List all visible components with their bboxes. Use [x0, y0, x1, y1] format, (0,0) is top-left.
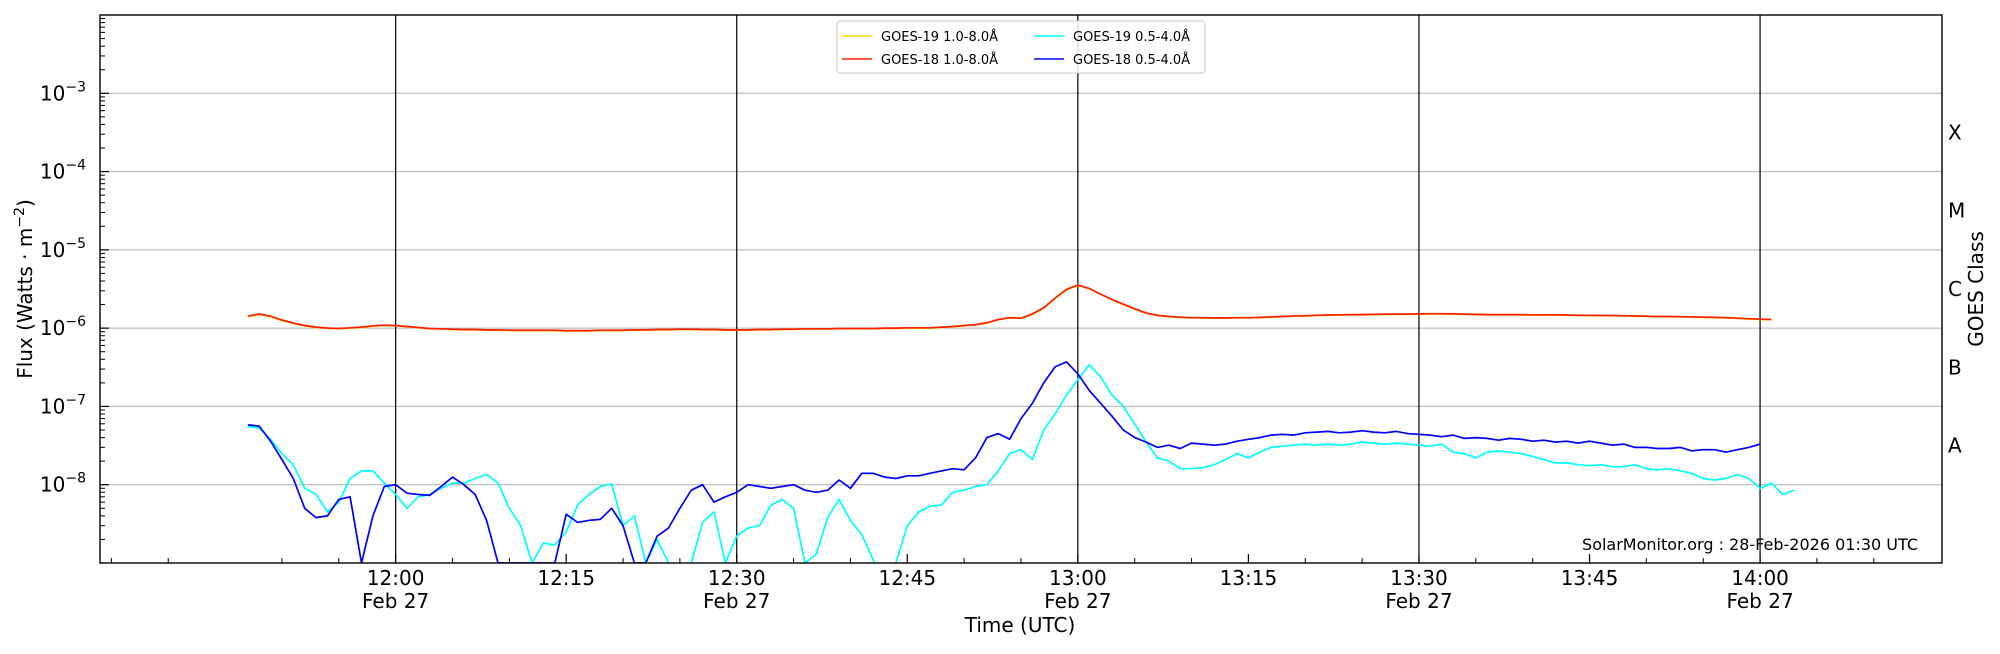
x-axis-title: Time (UTC)	[964, 613, 1076, 637]
series-line-goes19-short	[247, 363, 1795, 563]
legend-label-goes19-long: GOES-19 1.0-8.0Å	[881, 29, 998, 45]
y-tick-label: 10−7	[40, 392, 86, 418]
series-line-goes18-long	[247, 284, 1772, 332]
legend-box	[836, 20, 1206, 74]
x-tick-label: 13:15	[1220, 566, 1278, 590]
grid-layer	[100, 15, 1942, 563]
legend-label-goes19-short: GOES-19 0.5-4.0Å	[1073, 29, 1190, 45]
x-tick-label: 13:00	[1049, 566, 1107, 590]
y-tick-label: 10−3	[40, 79, 86, 105]
tick-layer	[100, 18, 1875, 563]
goes-class-label: X	[1948, 120, 1962, 144]
y-tick-label: 10−4	[40, 158, 86, 184]
x-tick-label: 13:30	[1390, 566, 1448, 590]
plot-frame	[99, 14, 1943, 564]
y2-axis-title: GOES Class	[1964, 231, 1988, 347]
y-tick-label: 10−8	[40, 471, 86, 497]
series-line-goes18-short	[247, 361, 1761, 563]
legend: GOES-19 1.0-8.0Å GOES-18 1.0-8.0Å GOES-1…	[836, 20, 1206, 74]
x-tick-label: 12:45	[878, 566, 936, 590]
legend-label-goes18-short: GOES-18 0.5-4.0Å	[1073, 52, 1190, 68]
series-layer	[247, 284, 1795, 563]
credit-text: SolarMonitor.org : 28-Feb-2026 01:30 UTC	[1582, 535, 1918, 554]
x-tick-date: Feb 27	[362, 589, 429, 613]
goes-class-label: B	[1948, 355, 1962, 379]
x-tick-label: 12:00	[367, 566, 425, 590]
x-tick-label: 13:45	[1561, 566, 1619, 590]
x-tick-date: Feb 27	[1385, 589, 1452, 613]
legend-label-goes18-long: GOES-18 1.0-8.0Å	[881, 52, 998, 68]
y-axis-title: Flux (Watts · m−2)	[12, 199, 37, 379]
x-tick-label: 12:15	[537, 566, 595, 590]
x-tick-date: Feb 27	[703, 589, 770, 613]
y-tick-label: 10−5	[40, 236, 86, 262]
goes-class-label: C	[1948, 277, 1962, 301]
goes-class-label: M	[1948, 199, 1965, 223]
series-line-goes19-long	[247, 284, 1772, 332]
x-tick-label: 12:30	[708, 566, 766, 590]
x-tick-date: Feb 27	[1726, 589, 1793, 613]
goes-class-label: A	[1948, 434, 1962, 458]
x-tick-date: Feb 27	[1044, 589, 1111, 613]
x-tick-label: 14:00	[1731, 566, 1789, 590]
y-tick-label: 10−6	[40, 314, 86, 340]
